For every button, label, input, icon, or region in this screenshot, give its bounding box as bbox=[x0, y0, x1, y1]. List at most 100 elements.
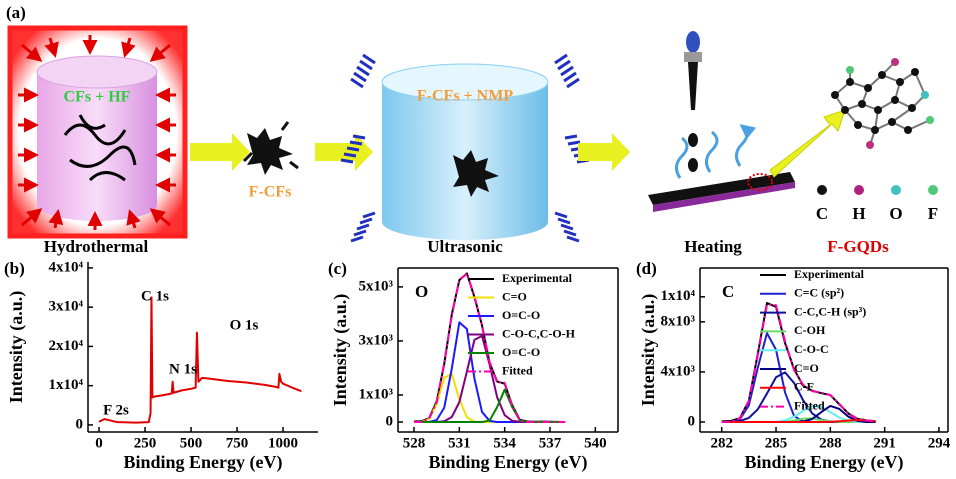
atom bbox=[858, 100, 866, 108]
wave-tick bbox=[558, 219, 570, 223]
figure: (a) CFs + HF Hydrothermal F-CFs F-CFs + … bbox=[0, 0, 956, 479]
beaker-label: F-CFs + NMP bbox=[417, 88, 513, 105]
atom bbox=[888, 118, 896, 126]
x-tick-label: 537 bbox=[539, 435, 562, 451]
legend-label: C-O-C,C-O-H bbox=[502, 326, 576, 340]
y-tick-label: 0 bbox=[688, 413, 696, 429]
inset-label: O bbox=[415, 282, 428, 301]
wave-tick bbox=[363, 213, 375, 217]
annotation: N 1s bbox=[169, 361, 197, 377]
caption: Ultrasonic bbox=[427, 237, 503, 256]
y-tick-label: 5x10³ bbox=[359, 278, 394, 294]
wave-tick bbox=[341, 160, 353, 162]
y-axis-title: Intensity (a.u.) bbox=[330, 294, 351, 407]
atom bbox=[854, 121, 862, 129]
x-tick-label: 288 bbox=[819, 435, 842, 451]
atom bbox=[921, 91, 929, 99]
wave-tick bbox=[357, 67, 369, 75]
x-tick-label: 540 bbox=[584, 435, 607, 451]
molecule bbox=[831, 58, 934, 149]
x-tick-label: 528 bbox=[403, 435, 426, 451]
y-axis-title: Intensity (a.u.) bbox=[638, 294, 659, 407]
x-axis-title: Binding Energy (eV) bbox=[428, 452, 587, 473]
legend-label: C-OH bbox=[794, 323, 826, 337]
x-tick-label: 285 bbox=[765, 435, 788, 451]
wave-tick bbox=[555, 213, 567, 217]
atom bbox=[846, 78, 854, 86]
wave-tick bbox=[567, 79, 579, 87]
x-tick-label: 0 bbox=[95, 435, 103, 451]
legend-label: Fitted bbox=[794, 398, 825, 412]
y-axis-title: Intensity (a.u.) bbox=[6, 291, 27, 404]
atom bbox=[864, 84, 872, 92]
series-line bbox=[414, 274, 565, 422]
wave-tick bbox=[561, 225, 573, 229]
panel-label: (a) bbox=[6, 3, 26, 22]
wave-tick bbox=[354, 73, 366, 81]
atom-label: F bbox=[928, 204, 938, 223]
caption: Hydrothermal bbox=[44, 237, 149, 256]
legend-label: C-C,C-H (sp³) bbox=[794, 304, 866, 318]
legend-label: C-F bbox=[794, 380, 814, 394]
caption: Heating bbox=[684, 237, 742, 256]
wave-tick bbox=[350, 142, 362, 144]
panel-label: (d) bbox=[636, 259, 657, 278]
annotation: C 1s bbox=[141, 288, 169, 304]
wave-tick bbox=[351, 237, 363, 241]
atom bbox=[831, 91, 839, 99]
inset-label: C bbox=[722, 282, 734, 301]
y-tick-label: 4x10³ bbox=[661, 363, 696, 379]
legend-label: C-O-C bbox=[794, 342, 829, 356]
legend-label: O=C-O bbox=[502, 345, 540, 359]
process-arrow bbox=[190, 133, 250, 171]
wave-tick bbox=[344, 154, 356, 156]
atom-swatch bbox=[891, 185, 901, 195]
wave-tick bbox=[561, 67, 573, 75]
atom-swatch bbox=[817, 185, 827, 195]
vessel-top bbox=[37, 56, 157, 88]
atom bbox=[926, 116, 934, 124]
x-tick-label: 291 bbox=[873, 435, 896, 451]
y-tick-label: 3x10³ bbox=[359, 332, 394, 348]
heat-flow bbox=[676, 126, 747, 178]
x-tick-label: 282 bbox=[710, 435, 733, 451]
atom bbox=[878, 71, 886, 79]
annotation: O 1s bbox=[230, 317, 259, 333]
wave-tick bbox=[558, 61, 570, 69]
x-tick-label: 750 bbox=[226, 435, 249, 451]
atom bbox=[874, 106, 882, 114]
page: {"schematic": {"panel": "(a)", "step1_te… bbox=[0, 0, 956, 479]
x-tick-label: 250 bbox=[134, 435, 157, 451]
x-tick-label: 500 bbox=[180, 435, 203, 451]
atom bbox=[866, 141, 874, 149]
wave-tick bbox=[347, 148, 359, 150]
atom-label: O bbox=[889, 204, 902, 223]
zoom-arrow bbox=[770, 110, 845, 177]
series-line bbox=[99, 297, 301, 422]
legend-label: Experimental bbox=[794, 267, 865, 281]
legend-label: Experimental bbox=[502, 271, 573, 285]
atom bbox=[891, 58, 899, 66]
wave-tick bbox=[564, 231, 576, 235]
y-tick-label: 1x10³ bbox=[359, 386, 394, 402]
annotation: F 2s bbox=[103, 402, 129, 418]
atom-swatch bbox=[928, 185, 938, 195]
atom bbox=[846, 66, 854, 74]
x-tick-label: 1000 bbox=[268, 435, 298, 451]
wave-tick bbox=[363, 55, 375, 63]
wave-tick bbox=[360, 61, 372, 69]
atom bbox=[841, 106, 849, 114]
y-tick-label: 2x10⁴ bbox=[49, 338, 84, 354]
y-tick-label: 1x10⁴ bbox=[661, 288, 696, 304]
panel-label: (c) bbox=[328, 259, 347, 278]
atom bbox=[908, 104, 916, 112]
legend-label: C=O bbox=[794, 361, 819, 375]
atom bbox=[896, 78, 904, 86]
atom bbox=[911, 68, 919, 76]
vessel-label: CFs + HF bbox=[64, 89, 131, 106]
wave-tick bbox=[354, 231, 366, 235]
y-tick-label: 4x10⁴ bbox=[49, 259, 84, 275]
intermediate-label: F-CFs bbox=[249, 184, 292, 201]
y-tick-label: 3x10⁴ bbox=[49, 299, 84, 315]
